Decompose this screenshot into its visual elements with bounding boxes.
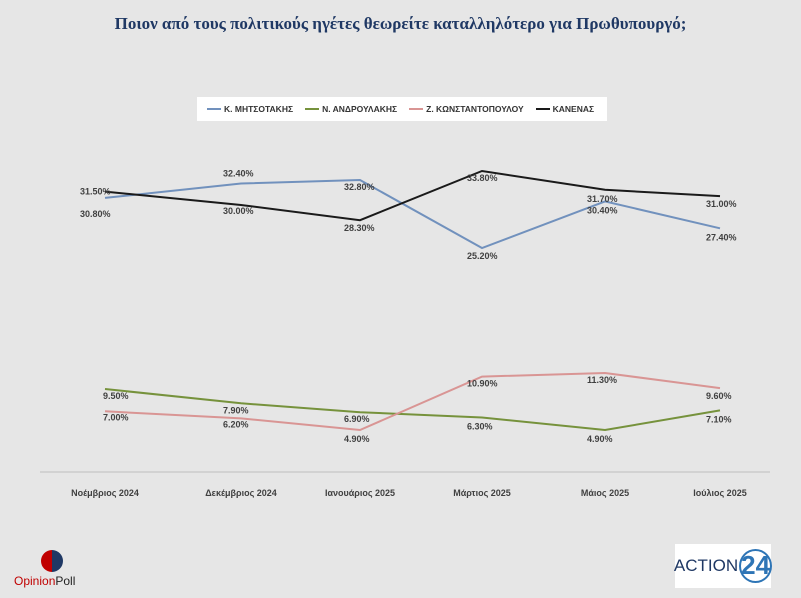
opinion-poll-logo: OpinionPoll bbox=[14, 548, 84, 593]
legend-swatch bbox=[207, 108, 221, 110]
data-label: 7.00% bbox=[103, 412, 129, 422]
data-label: 7.10% bbox=[706, 414, 732, 424]
legend-item: Ν. ΑΝΔΡΟΥΛΑΚΗΣ bbox=[305, 104, 397, 114]
action24-number: 24 bbox=[739, 549, 773, 583]
opinion-poll-circle-icon bbox=[41, 550, 63, 572]
x-tick-label: Δεκέμβριος 2024 bbox=[205, 488, 277, 498]
series-line-1 bbox=[104, 388, 721, 432]
data-label: 32.40% bbox=[223, 169, 254, 179]
x-tick-label: Ιανουάριος 2025 bbox=[325, 488, 395, 498]
series-line-0 bbox=[104, 178, 721, 250]
data-label: 9.50% bbox=[103, 391, 129, 401]
legend-label: ΚΑΝΕΝΑΣ bbox=[552, 104, 595, 114]
legend-label: Ν. ΑΝΔΡΟΥΛΑΚΗΣ bbox=[322, 104, 398, 114]
data-label: 10.90% bbox=[467, 379, 498, 389]
chart-legend: Κ. ΜΗΤΣΟΤΑΚΗΣ Ν. ΑΝΔΡΟΥΛΑΚΗΣ Ζ. ΚΩΝΣΤΑΝΤΟΠ… bbox=[197, 97, 607, 121]
logo-text-poll: Poll bbox=[55, 574, 76, 588]
data-label: 6.30% bbox=[467, 422, 493, 432]
series-line-3 bbox=[104, 169, 721, 222]
legend-swatch bbox=[535, 108, 550, 110]
x-tick-label: Μάρτιος 2025 bbox=[453, 488, 511, 498]
data-label: 31.50% bbox=[80, 187, 111, 197]
logo-text-opinion: Opinion bbox=[14, 574, 56, 588]
legend-swatch bbox=[409, 108, 424, 110]
legend-item: Κ. ΜΗΤΣΟΤΑΚΗΣ bbox=[207, 104, 293, 114]
legend-label: Κ. ΜΗΤΣΟΤΑΚΗΣ bbox=[224, 104, 294, 114]
series-line-2 bbox=[104, 371, 721, 432]
action24-text: ACTION bbox=[673, 556, 739, 575]
data-label: 27.40% bbox=[706, 232, 737, 242]
chart-title: Ποιον από τους πολιτικούς ηγέτες θεωρείτ… bbox=[114, 14, 687, 33]
data-label: 9.60% bbox=[706, 391, 732, 401]
legend-item: Ζ. ΚΩΝΣΤΑΝΤΟΠΟΥΛΟΥ bbox=[409, 104, 524, 114]
data-label: 25.20% bbox=[467, 251, 498, 261]
data-label: 11.30% bbox=[587, 375, 617, 385]
data-label: 6.90% bbox=[344, 414, 370, 424]
data-label: 33.80% bbox=[467, 173, 498, 183]
legend-label: Ζ. ΚΩΝΣΤΑΝΤΟΠΟΥΛΟΥ bbox=[426, 104, 524, 114]
data-label: 6.20% bbox=[223, 419, 249, 429]
x-tick-label: Μάιος 2025 bbox=[581, 488, 629, 498]
data-label: 30.40% bbox=[587, 205, 618, 215]
data-label: 30.00% bbox=[223, 206, 254, 216]
legend-swatch bbox=[305, 108, 320, 110]
legend-item: ΚΑΝΕΝΑΣ bbox=[535, 104, 595, 114]
data-label: 4.90% bbox=[587, 434, 613, 444]
x-tick-label: Ιούλιος 2025 bbox=[693, 488, 746, 498]
action24-logo: ACTION 24 bbox=[673, 544, 773, 588]
data-label: 31.00% bbox=[706, 199, 737, 209]
data-label: 31.70% bbox=[587, 194, 618, 204]
data-label: 32.80% bbox=[344, 182, 375, 192]
x-tick-label: Νοέμβριος 2024 bbox=[71, 488, 139, 498]
data-label: 4.90% bbox=[344, 434, 370, 444]
data-label: 30.80% bbox=[80, 209, 111, 219]
data-label: 7.90% bbox=[223, 405, 249, 415]
data-label: 28.30% bbox=[344, 223, 375, 233]
